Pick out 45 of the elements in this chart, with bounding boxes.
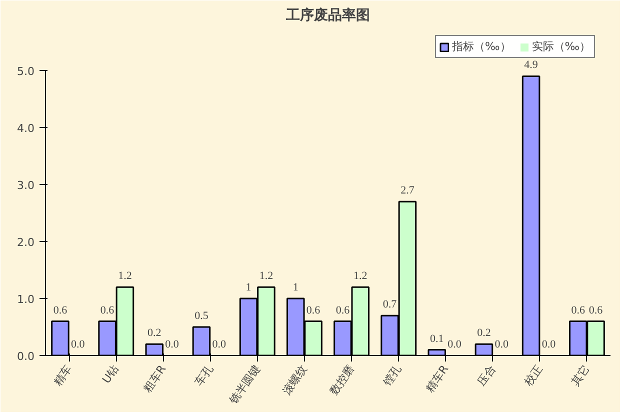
legend-label: 实际（‰） xyxy=(532,39,591,54)
data-label: 0.2 xyxy=(477,327,491,340)
data-label: 0.6 xyxy=(571,304,586,316)
x-tick-label: 镗孔 xyxy=(380,362,404,390)
data-label: 0.5 xyxy=(194,310,209,322)
x-tick-label: 铣半圆键 xyxy=(226,362,263,408)
x-tick-label: 精车R xyxy=(423,362,452,395)
data-label: 0.0 xyxy=(70,338,86,350)
x-tick-label: 其它 xyxy=(569,362,592,388)
x-tick-label: U钻 xyxy=(100,362,122,386)
x-tick-label: 粗车R xyxy=(140,362,169,395)
legend-label: 指标（‰） xyxy=(452,39,511,54)
data-label: 0.0 xyxy=(494,338,509,350)
y-tick-label: 5.0 xyxy=(17,65,35,78)
x-tick-label: 校正 xyxy=(521,362,546,390)
data-label: 0.7 xyxy=(382,298,398,311)
data-label: 0.0 xyxy=(165,338,180,350)
data-label: 0.0 xyxy=(542,338,556,350)
x-tick-label: 精车 xyxy=(51,362,74,388)
y-tick-label: 2.0 xyxy=(17,236,35,249)
chart-title: 工序废品率图 xyxy=(285,6,370,24)
data-label: 1.2 xyxy=(259,270,274,282)
data-label: 4.9 xyxy=(524,59,538,72)
y-tick-label: 4.0 xyxy=(17,122,35,135)
data-label: 0.6 xyxy=(336,304,350,316)
data-label: 1 xyxy=(246,282,252,294)
data-label: 2.7 xyxy=(400,184,415,197)
x-tick-label: 压合 xyxy=(474,362,498,388)
x-tick-label: 车孔 xyxy=(192,362,216,388)
data-label: 0.6 xyxy=(100,304,115,316)
data-label: 0.2 xyxy=(148,327,162,340)
data-label: 0.6 xyxy=(588,304,604,316)
data-label: 1.2 xyxy=(118,270,132,282)
data-label: 1.2 xyxy=(353,270,368,282)
x-tick-label: 滚螺纹 xyxy=(280,362,310,398)
data-label: 0.0 xyxy=(448,338,462,350)
data-label: 0.1 xyxy=(430,332,444,345)
data-label: 1 xyxy=(292,282,298,294)
y-tick-label: 0.0 xyxy=(17,350,35,363)
data-label: 0.0 xyxy=(212,338,226,350)
data-label: 0.6 xyxy=(53,304,68,316)
y-tick-label: 3.0 xyxy=(17,179,35,192)
x-tick-label: 数控磨 xyxy=(327,362,357,398)
y-tick-label: 1.0 xyxy=(17,293,35,306)
data-label: 0.6 xyxy=(306,304,321,316)
